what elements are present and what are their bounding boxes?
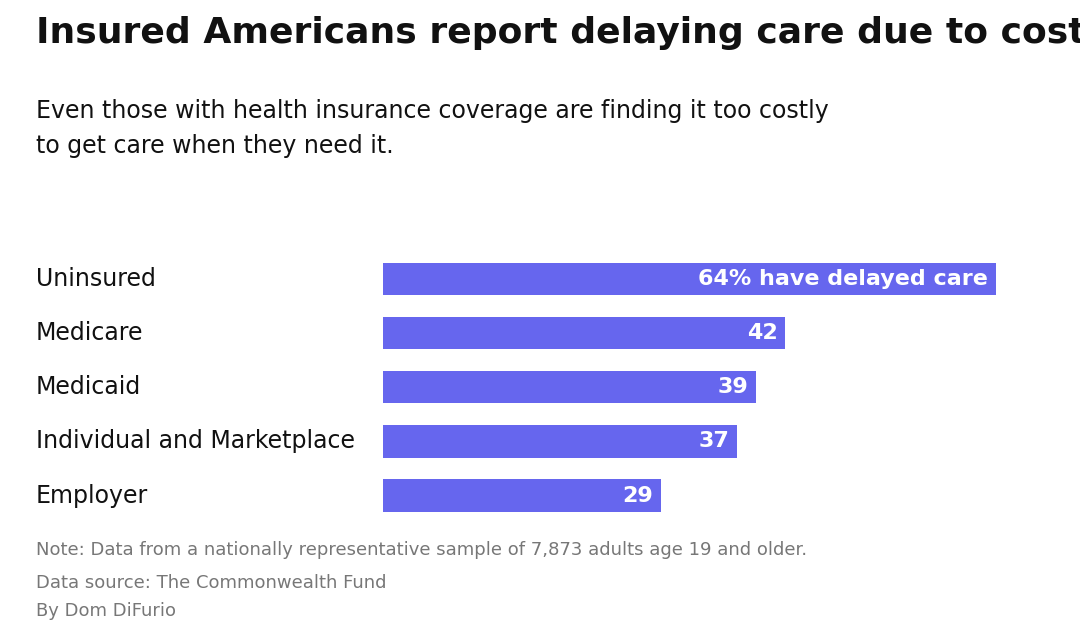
Text: Uninsured: Uninsured (36, 267, 156, 291)
Text: 39: 39 (718, 377, 748, 397)
Text: Even those with health insurance coverage are finding it too costly: Even those with health insurance coverag… (36, 99, 828, 123)
Text: Employer: Employer (36, 483, 148, 508)
Text: 29: 29 (622, 486, 653, 506)
Text: 64% have delayed care: 64% have delayed care (698, 269, 988, 289)
Text: to get care when they need it.: to get care when they need it. (36, 134, 393, 158)
Bar (383, 425, 738, 458)
Text: Medicaid: Medicaid (36, 375, 140, 399)
Bar (383, 371, 756, 403)
Text: Insured Americans report delaying care due to costs: Insured Americans report delaying care d… (36, 16, 1080, 50)
Bar (383, 479, 661, 512)
Text: Individual and Marketplace: Individual and Marketplace (36, 429, 354, 453)
Bar (383, 262, 996, 295)
Text: Medicare: Medicare (36, 321, 144, 345)
Text: By Dom DiFurio: By Dom DiFurio (36, 602, 176, 620)
Bar (383, 317, 785, 349)
Text: 42: 42 (746, 323, 778, 343)
Text: Data source: The Commonwealth Fund: Data source: The Commonwealth Fund (36, 574, 387, 592)
Text: Note: Data from a nationally representative sample of 7,873 adults age 19 and ol: Note: Data from a nationally representat… (36, 541, 807, 559)
Text: 37: 37 (699, 431, 730, 451)
